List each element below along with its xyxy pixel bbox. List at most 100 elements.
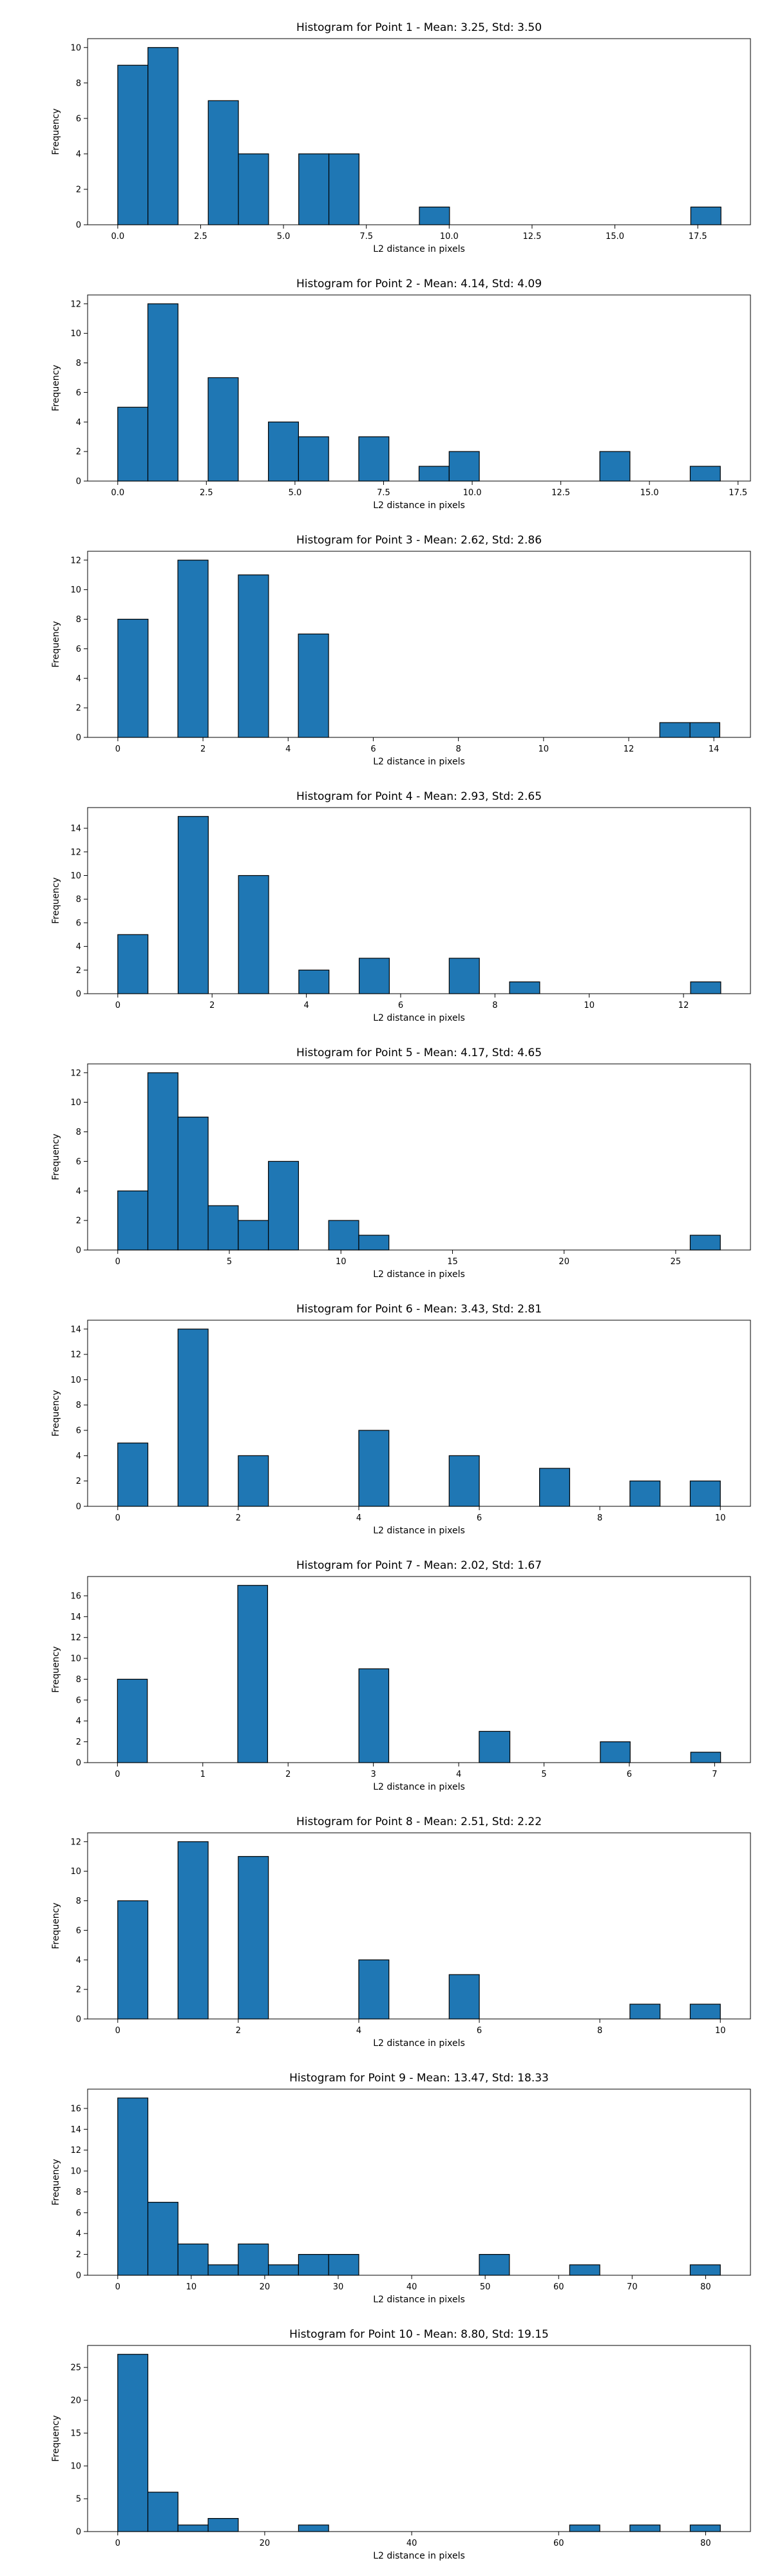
y-tick-label: 12: [70, 1633, 81, 1643]
y-tick-label: 10: [70, 1376, 81, 1385]
x-tick-label: 0: [115, 1513, 120, 1523]
histogram-bar: [479, 1730, 511, 1763]
y-tick-label: 8: [76, 1675, 81, 1685]
histogram-bar: [690, 206, 721, 225]
y-tick-label: 12: [70, 1350, 81, 1360]
axes-frame: [87, 2088, 751, 2276]
y-tick-label: 4: [76, 1187, 81, 1197]
axes-frame: [87, 1832, 751, 2020]
histogram-bar: [147, 2492, 178, 2532]
x-tick-label: 20: [260, 2282, 271, 2292]
y-tick-label: 20: [70, 2396, 81, 2406]
y-tick-label: 6: [76, 2208, 81, 2218]
histogram-bar: [117, 406, 149, 482]
histogram-bar: [207, 1205, 239, 1251]
y-tick-label: 8: [76, 1128, 81, 1137]
x-tick-label: 0: [115, 2026, 120, 2036]
histogram-bar: [569, 2264, 600, 2276]
x-tick-label: 8: [492, 1001, 497, 1010]
y-tick-label: 14: [70, 824, 81, 834]
x-tick-label: 40: [406, 2539, 417, 2548]
chart-title: Histogram for Point 10 - Mean: 8.80, Std…: [289, 2328, 549, 2341]
histogram-bar: [117, 1678, 148, 1763]
histogram-bar: [418, 466, 450, 482]
x-tick-label: 2: [200, 744, 205, 754]
y-tick-label: 2: [76, 1217, 81, 1226]
y-axis-label: Frequency: [51, 877, 61, 923]
x-tick-label: 10.0: [463, 488, 482, 498]
y-axis-label: Frequency: [51, 2415, 61, 2461]
axes-frame: [87, 2345, 751, 2532]
x-tick-label: 2: [236, 1513, 241, 1523]
x-tick-label: 17.5: [689, 232, 707, 242]
x-axis-label: L2 distance in pixels: [373, 2551, 465, 2561]
y-tick-label: 4: [76, 674, 81, 684]
histogram-bar: [117, 2354, 149, 2532]
x-tick-label: 6: [627, 1770, 632, 1779]
x-tick-label: 5.0: [277, 232, 291, 242]
x-tick-label: 6: [370, 744, 376, 754]
y-tick-label: 0: [76, 2015, 81, 2025]
x-axis-label: L2 distance in pixels: [373, 1269, 465, 1280]
x-tick-label: 0: [115, 1257, 120, 1267]
y-axis-label: Frequency: [51, 108, 61, 155]
histogram-bar: [238, 1856, 269, 2020]
y-tick-label: 8: [76, 359, 81, 368]
y-axis-label: Frequency: [51, 1133, 61, 1180]
x-tick-label: 2.5: [200, 488, 213, 498]
x-tick-label: 4: [356, 2026, 361, 2036]
axes-frame: [87, 1063, 751, 1251]
y-tick-label: 10: [70, 43, 81, 53]
x-axis-label: L2 distance in pixels: [373, 1526, 465, 1536]
histogram-bar: [207, 2518, 239, 2532]
x-tick-label: 15.0: [640, 488, 659, 498]
x-tick-label: 0: [115, 1770, 120, 1779]
x-axis-label: L2 distance in pixels: [373, 244, 465, 254]
x-tick-label: 4: [285, 744, 291, 754]
y-tick-label: 8: [76, 1897, 81, 1906]
y-tick-label: 12: [70, 2146, 81, 2155]
histogram-bar: [629, 1481, 661, 1507]
histogram-bar: [117, 2098, 149, 2276]
histogram-bar: [298, 969, 330, 994]
histogram-bar: [569, 2524, 600, 2532]
y-tick-label: 8: [76, 895, 81, 905]
y-tick-label: 14: [70, 2125, 81, 2135]
x-tick-label: 14: [709, 744, 720, 754]
histogram-bar: [207, 2264, 239, 2276]
y-tick-label: 4: [76, 1717, 81, 1727]
y-tick-label: 2: [76, 1985, 81, 1995]
y-tick-label: 16: [70, 2104, 81, 2114]
chart-panel-3: Histogram for Point 3 - Mean: 2.62, Std:…: [51, 534, 751, 767]
histogram-bar: [689, 2003, 721, 2020]
y-tick-label: 2: [76, 1738, 81, 1747]
axes-frame: [87, 807, 751, 994]
x-tick-label: 50: [480, 2282, 491, 2292]
histogram-bar: [689, 2264, 721, 2276]
y-tick-label: 6: [76, 918, 81, 928]
x-tick-label: 10: [715, 2026, 726, 2036]
histogram-bar: [148, 47, 179, 225]
histogram-bar: [177, 1329, 209, 1507]
y-tick-label: 8: [76, 2188, 81, 2197]
x-axis-label: L2 distance in pixels: [373, 1013, 465, 1023]
x-tick-label: 6: [477, 1513, 482, 1523]
histogram-bar: [358, 436, 390, 482]
histogram-bar: [177, 560, 209, 738]
y-tick-label: 14: [70, 1325, 81, 1334]
x-axis-label: L2 distance in pixels: [373, 2038, 465, 2049]
chart-panel-4: Histogram for Point 4 - Mean: 2.93, Std:…: [51, 790, 751, 1023]
histogram-bar: [117, 64, 149, 225]
y-tick-label: 6: [76, 1426, 81, 1436]
histogram-bar: [238, 1220, 269, 1251]
x-tick-label: 4: [303, 1001, 309, 1010]
x-tick-label: 2: [285, 1770, 291, 1779]
histogram-bar: [177, 816, 209, 994]
histogram-bar: [448, 1974, 480, 2020]
histogram-bar: [358, 1430, 390, 1507]
histogram-bar: [298, 436, 329, 482]
y-tick-label: 6: [76, 1157, 81, 1167]
y-tick-label: 10: [70, 1098, 81, 1108]
histogram-bar: [147, 303, 178, 482]
x-tick-label: 10: [186, 2282, 197, 2292]
